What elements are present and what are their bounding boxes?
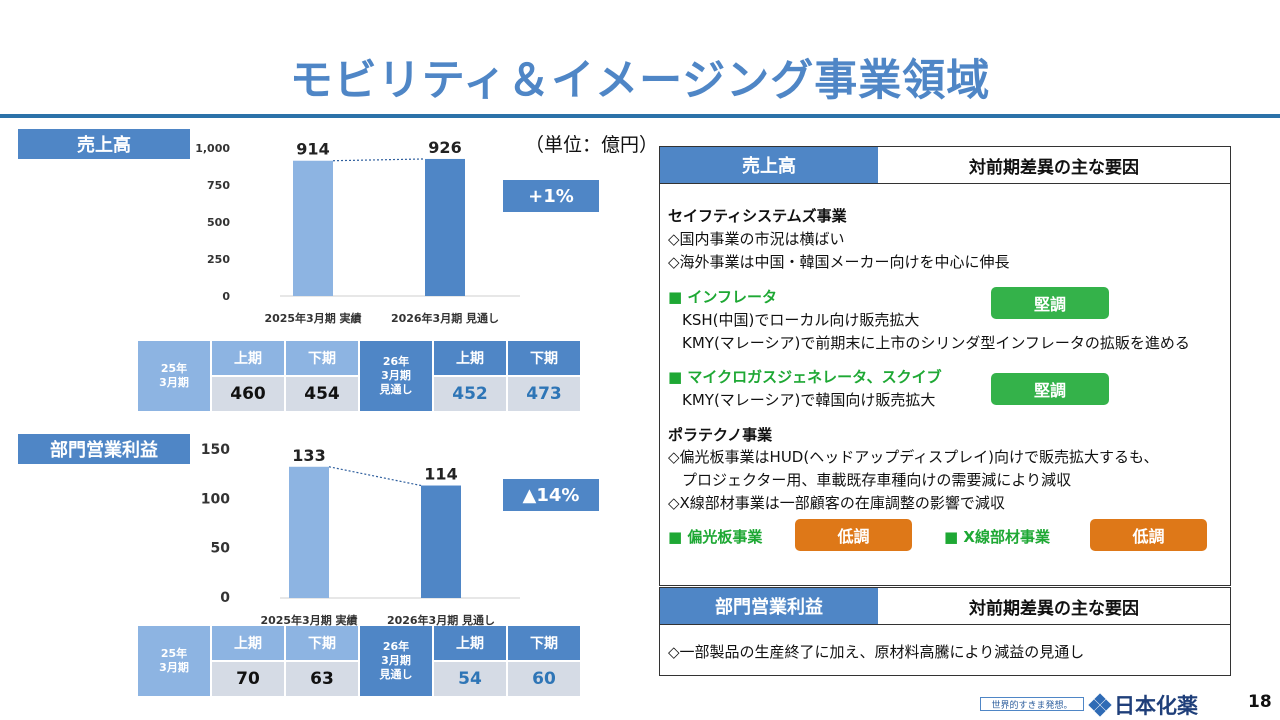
y-tick-label: 500 <box>207 216 230 229</box>
polarizer-status-badge: 低調 <box>795 519 912 551</box>
xray-status-badge: 低調 <box>1090 519 1207 551</box>
fy26-h1-header: 上期 <box>434 626 506 660</box>
inflator-line-1: KSH(中国)でローカル向け販売拡大 <box>682 311 920 329</box>
page-number: 18 <box>1248 692 1272 712</box>
y-tick-label: 0 <box>222 290 230 303</box>
profit-factors-header: 部門営業利益 対前期差異の主な要因 <box>659 587 1231 625</box>
safety-line-1: ◇国内事業の市況は横ばい <box>668 230 845 248</box>
fy25-h2-header: 下期 <box>286 626 358 660</box>
bar-chart-svg: 0 50 100 150 133 2025年3月期 実績 114 2026年3月期 見通し <box>201 442 520 627</box>
safety-line-2: ◇海外事業は中国・韓国メーカー向けを中心に伸長 <box>668 253 1010 271</box>
bar-chart-svg: 0 250 500 750 1,000 914 2025年3月期 実績 926 2026年3月期… <box>195 138 520 325</box>
x-category-label: 2025年3月期 実績 <box>264 311 361 325</box>
micro-gas-title: ■ マイクロガスジェネレータ、スクイブ <box>668 368 942 386</box>
unit-label: （単位：億円） <box>525 134 659 156</box>
fy25-label: 25年 3月期 <box>138 341 210 411</box>
polatechno-line-3: ◇X線部材事業は一部顧客の在庫調整の影響で減収 <box>668 494 1005 512</box>
sales-factors-header-left: 売上高 <box>660 147 878 183</box>
y-tick-label: 1,000 <box>195 142 230 155</box>
sales-chart: 0 250 500 750 1,000 914 2025年3月期 実績 926 2026年3月期… <box>190 134 610 329</box>
fy26-h2-value: 60 <box>508 662 580 696</box>
profit-factors-header-left: 部門営業利益 <box>660 588 878 624</box>
micro-gas-line-1: KMY(マレーシア)で韓国向け販売拡大 <box>682 391 936 409</box>
y-tick-label: 100 <box>201 491 230 507</box>
fy25-h2-value: 454 <box>286 377 358 411</box>
profit-section-label: 部門営業利益 <box>18 434 190 464</box>
profit-half-table: 25年 3月期 上期 下期 26年 3月期 見通し 上期 下期 70 63 54… <box>136 624 582 698</box>
sales-delta-badge: +1% <box>503 180 599 212</box>
sales-factors-header: 売上高 対前期差異の主な要因 <box>659 146 1231 184</box>
profit-factors-header-right: 対前期差異の主な要因 <box>878 588 1230 624</box>
bar <box>289 466 329 598</box>
profit-delta-badge: ▲14% <box>503 479 599 511</box>
fy25-h1-header: 上期 <box>212 626 284 660</box>
fy25-label: 25年 3月期 <box>138 626 210 696</box>
polatechno-line-1: ◇偏光板事業はHUD(ヘッドアップディスプレイ)向けで販売拡大するも、 <box>668 448 1159 466</box>
profit-factor-line-1: ◇一部製品の生産終了に加え、原材料高騰により減益の見通し <box>668 643 1085 661</box>
slogan: 世界的すきま発想。 <box>980 697 1084 711</box>
fy26-label: 26年 3月期 見通し <box>360 626 432 696</box>
micro-gas-status-badge: 堅調 <box>991 373 1109 405</box>
fy26-h2-header: 下期 <box>508 341 580 375</box>
bar <box>293 160 333 296</box>
x-category-label: 2026年3月期 見通し <box>391 311 499 325</box>
profit-chart: 0 50 100 150 133 2025年3月期 実績 114 2026年3月期 見通し <box>190 436 610 631</box>
inflator-status-badge: 堅調 <box>991 287 1109 319</box>
y-tick-label: 250 <box>207 253 230 266</box>
inflator-line-2: KMY(マレーシア)で前期末に上市のシリンダ型インフレータの拡販を進める <box>682 334 1190 352</box>
y-tick-label: 50 <box>211 541 231 557</box>
fy25-h2-value: 63 <box>286 662 358 696</box>
trend-connector <box>332 158 426 162</box>
data-label: 133 <box>292 446 325 465</box>
y-tick-label: 0 <box>220 590 230 606</box>
fy25-h2-header: 下期 <box>286 341 358 375</box>
bar <box>425 158 465 296</box>
inflator-title: ■ インフレータ <box>668 288 777 306</box>
polatechno-line-2: プロジェクター用、車載既存車種向けの需要減により減収 <box>682 471 1072 489</box>
bar <box>421 485 461 598</box>
logo-mark-icon <box>1088 693 1112 717</box>
title-divider <box>0 114 1280 118</box>
y-tick-label: 750 <box>207 179 230 192</box>
trend-connector <box>328 466 422 487</box>
sales-factors-box <box>659 183 1231 586</box>
fy25-h1-value: 460 <box>212 377 284 411</box>
page-title: モビリティ＆イメージング事業領域 <box>289 56 991 106</box>
fy26-h2-value: 473 <box>508 377 580 411</box>
y-tick-label: 150 <box>201 442 230 458</box>
data-label: 926 <box>428 138 461 157</box>
fy25-h1-header: 上期 <box>212 341 284 375</box>
sales-half-table: 25年 3月期 上期 下期 26年 3月期 見通し 上期 下期 460 454 … <box>136 339 582 413</box>
company-name: 日本化薬 <box>1114 694 1198 718</box>
profit-factors-box <box>659 624 1231 676</box>
fy26-h1-header: 上期 <box>434 341 506 375</box>
x-category-label: 2026年3月期 見通し <box>387 613 495 627</box>
fy26-h2-header: 下期 <box>508 626 580 660</box>
sales-factors-header-right: 対前期差異の主な要因 <box>878 147 1230 183</box>
data-label: 114 <box>424 465 457 484</box>
x-category-label: 2025年3月期 実績 <box>260 613 357 627</box>
polatechno-title: ポラテクノ事業 <box>668 426 773 444</box>
safety-title: セイフティシステムズ事業 <box>668 207 847 225</box>
sales-section-label: 売上高 <box>18 129 190 159</box>
polarizer-title: ■ 偏光板事業 <box>668 528 763 546</box>
fy26-label: 26年 3月期 見通し <box>360 341 432 411</box>
xray-title: ■ X線部材事業 <box>944 528 1050 546</box>
company-logo: 日本化薬 <box>1088 690 1198 720</box>
fy26-h1-value: 54 <box>434 662 506 696</box>
data-label: 914 <box>296 140 329 159</box>
fy26-h1-value: 452 <box>434 377 506 411</box>
fy25-h1-value: 70 <box>212 662 284 696</box>
